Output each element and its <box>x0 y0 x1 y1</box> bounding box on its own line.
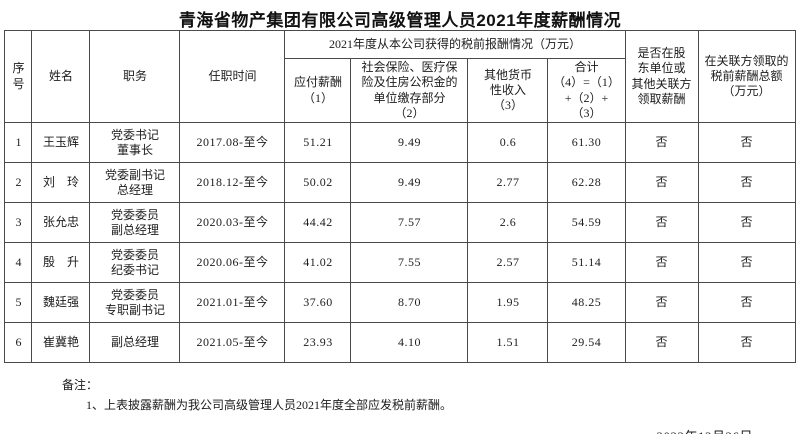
notes-label: 备注： <box>62 378 99 393</box>
table-row: 3 张允忠 党委委员 副总经理 2020.03-至今 44.42 7.57 2.… <box>4 202 796 244</box>
cell-position: 党委书记 董事长 <box>89 122 181 164</box>
cell-position: 副总经理 <box>89 322 181 364</box>
cell-other-income: 1.95 <box>467 282 549 324</box>
cell-seq: 1 <box>4 122 33 164</box>
cell-salary: 37.60 <box>284 282 352 324</box>
table-row: 2 刘 玲 党委副书记 总经理 2018.12-至今 50.02 9.49 2.… <box>4 162 796 204</box>
cell-name: 魏廷强 <box>31 282 91 324</box>
cell-related-amount: 否 <box>697 242 796 284</box>
page-title: 青海省物产集团有限公司高级管理人员2021年度薪酬情况 <box>178 11 622 30</box>
cell-seq: 3 <box>4 202 33 244</box>
cell-salary: 23.93 <box>284 322 352 364</box>
cell-other-income: 0.6 <box>467 122 549 164</box>
cell-tenure: 2020.03-至今 <box>179 202 286 244</box>
cell-related-amount: 否 <box>697 122 796 164</box>
cell-related-pay: 否 <box>624 122 699 164</box>
cell-seq: 2 <box>4 162 33 204</box>
table-row: 1 王玉辉 党委书记 董事长 2017.08-至今 51.21 9.49 0.6… <box>4 122 796 164</box>
cell-position: 党委委员 纪委书记 <box>89 242 181 284</box>
cell-name: 殷 升 <box>31 242 91 284</box>
cell-insurance: 7.55 <box>350 242 469 284</box>
col-header-tenure: 任职时间 <box>179 29 286 124</box>
cell-insurance: 8.70 <box>350 282 469 324</box>
col-header-seq: 序 号 <box>4 29 33 124</box>
cell-seq: 5 <box>4 282 33 324</box>
notes-section: 备注： 1、上表披露薪酬为我公司高级管理人员2021年度全部应发税前薪酬。 <box>0 376 800 414</box>
note-item: 1、上表披露薪酬为我公司高级管理人员2021年度全部应发税前薪酬。 <box>86 397 453 412</box>
col-header-total: 合计 （4）=（1） +（2）+ （3） <box>547 57 626 124</box>
cell-total: 61.30 <box>547 122 626 164</box>
cell-salary: 51.21 <box>284 122 352 164</box>
cell-insurance: 4.10 <box>350 322 469 364</box>
col-header-insurance: 社会保险、医疗保 险及住房公积金的 单位缴存部分 （2） <box>350 57 469 124</box>
cell-related-amount: 否 <box>697 162 796 204</box>
col-header-other-income: 其他货币 性收入 （3） <box>467 57 549 124</box>
cell-salary: 41.02 <box>284 242 352 284</box>
col-header-compensation-group: 2021年度从本公司获得的税前报酬情况（万元） <box>284 30 626 59</box>
col-header-related-amount: 在关联方领取的 税前薪酬总额 （万元） <box>697 29 796 124</box>
cell-related-pay: 否 <box>624 202 699 244</box>
cell-name: 张允忠 <box>31 202 91 244</box>
cell-other-income: 2.57 <box>467 242 549 284</box>
cell-tenure: 2017.08-至今 <box>179 122 286 164</box>
cell-seq: 4 <box>4 242 33 284</box>
cell-other-income: 2.77 <box>467 162 549 204</box>
cell-position: 党委副书记 总经理 <box>89 162 181 204</box>
cell-total: 62.28 <box>547 162 626 204</box>
cell-tenure: 2021.01-至今 <box>179 282 286 324</box>
table-header: 序 号 姓名 职务 任职时间 2021年度从本公司获得的税前报酬情况（万元） 是… <box>4 29 796 124</box>
cell-related-pay: 否 <box>624 282 699 324</box>
table-body: 1 王玉辉 党委书记 董事长 2017.08-至今 51.21 9.49 0.6… <box>4 122 796 364</box>
cell-related-amount: 否 <box>697 202 796 244</box>
cell-insurance: 9.49 <box>350 122 469 164</box>
cell-other-income: 2.6 <box>467 202 549 244</box>
cell-salary: 44.42 <box>284 202 352 244</box>
table-row: 6 崔冀艳 副总经理 2021.05-至今 23.93 4.10 1.51 29… <box>4 322 796 364</box>
cell-related-pay: 否 <box>624 242 699 284</box>
table-row: 4 殷 升 党委委员 纪委书记 2020.06-至今 41.02 7.55 2.… <box>4 242 796 284</box>
cell-name: 刘 玲 <box>31 162 91 204</box>
cell-name: 崔冀艳 <box>31 322 91 364</box>
cell-tenure: 2020.06-至今 <box>179 242 286 284</box>
cell-position: 党委委员 副总经理 <box>89 202 181 244</box>
cell-salary: 50.02 <box>284 162 352 204</box>
header-row-2: 应付薪酬 （1） 社会保险、医疗保 险及住房公积金的 单位缴存部分 （2） 其他… <box>5 57 795 124</box>
cell-tenure: 2021.05-至今 <box>179 322 286 364</box>
cell-position: 党委委员 专职副书记 <box>89 282 181 324</box>
col-header-position: 职务 <box>89 29 181 124</box>
header-row-1: 序 号 姓名 职务 任职时间 2021年度从本公司获得的税前报酬情况（万元） 是… <box>4 29 796 124</box>
col-header-related-pay: 是否在股 东单位或 其他关联方 领取薪酬 <box>624 29 699 124</box>
cell-seq: 6 <box>4 322 33 364</box>
cell-insurance: 9.49 <box>350 162 469 204</box>
table-row: 5 魏廷强 党委委员 专职副书记 2021.01-至今 37.60 8.70 1… <box>4 282 796 324</box>
cell-total: 51.14 <box>547 242 626 284</box>
col-header-name: 姓名 <box>31 29 91 124</box>
cell-tenure: 2018.12-至今 <box>179 162 286 204</box>
document-date: 2022年12月26日 <box>0 426 800 434</box>
cell-other-income: 1.51 <box>467 322 549 364</box>
cell-total: 54.59 <box>547 202 626 244</box>
cell-related-amount: 否 <box>697 322 796 364</box>
cell-related-amount: 否 <box>697 282 796 324</box>
cell-related-pay: 否 <box>624 162 699 204</box>
cell-insurance: 7.57 <box>350 202 469 244</box>
col-header-salary: 应付薪酬 （1） <box>284 57 352 124</box>
cell-name: 王玉辉 <box>31 122 91 164</box>
cell-total: 29.54 <box>547 322 626 364</box>
cell-related-pay: 否 <box>624 322 699 364</box>
cell-total: 48.25 <box>547 282 626 324</box>
salary-table: 序 号 姓名 职务 任职时间 2021年度从本公司获得的税前报酬情况（万元） 是… <box>4 29 796 364</box>
